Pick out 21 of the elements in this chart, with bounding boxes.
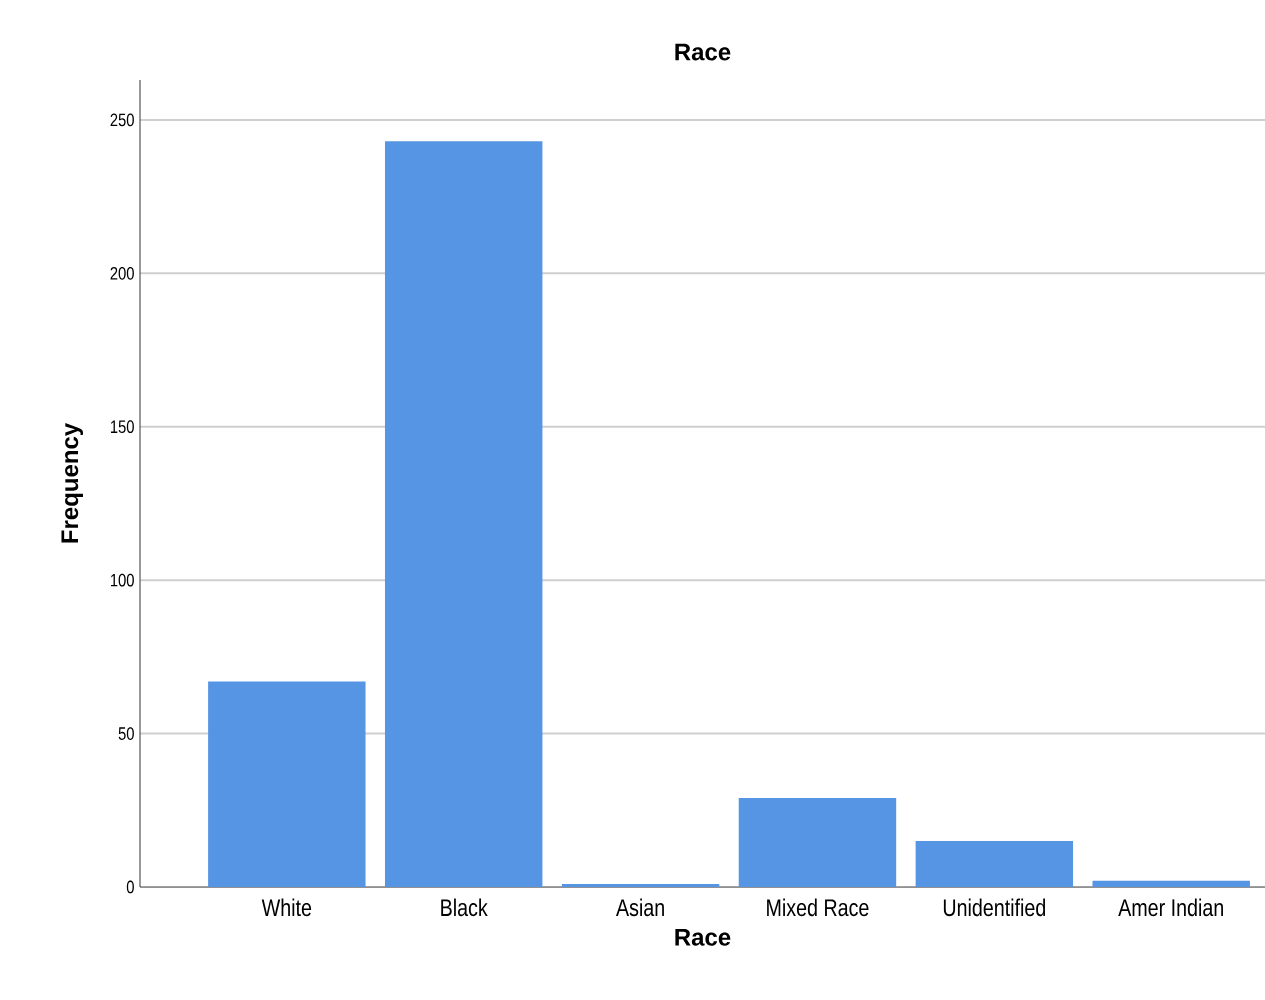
x-tick-label: Black: [441, 898, 488, 917]
bar: [208, 681, 366, 887]
bar: [915, 840, 1074, 887]
y-tick-label: 0: [126, 880, 134, 894]
y-tick-label: 150: [110, 420, 134, 434]
bar: [1092, 880, 1250, 887]
y-tick-label: 50: [118, 727, 134, 740]
y-axis-title: Frequency: [61, 422, 83, 543]
x-tick-label: Asian: [616, 898, 664, 917]
x-tick-label: White: [261, 898, 312, 917]
x-axis-title: Race: [675, 929, 731, 946]
y-tick-label: 200: [110, 266, 134, 280]
x-tick-label: Mixed Race: [767, 898, 869, 917]
bar: [384, 141, 543, 887]
bar: [561, 883, 720, 887]
y-tick-label: 250: [110, 113, 134, 127]
y-tick-label: 100: [110, 573, 134, 587]
chart-title: Race: [675, 43, 731, 61]
bar: [738, 798, 897, 887]
x-tick-label: Unidentified: [943, 898, 1046, 917]
x-tick-label: Amer Indian: [1118, 898, 1223, 917]
